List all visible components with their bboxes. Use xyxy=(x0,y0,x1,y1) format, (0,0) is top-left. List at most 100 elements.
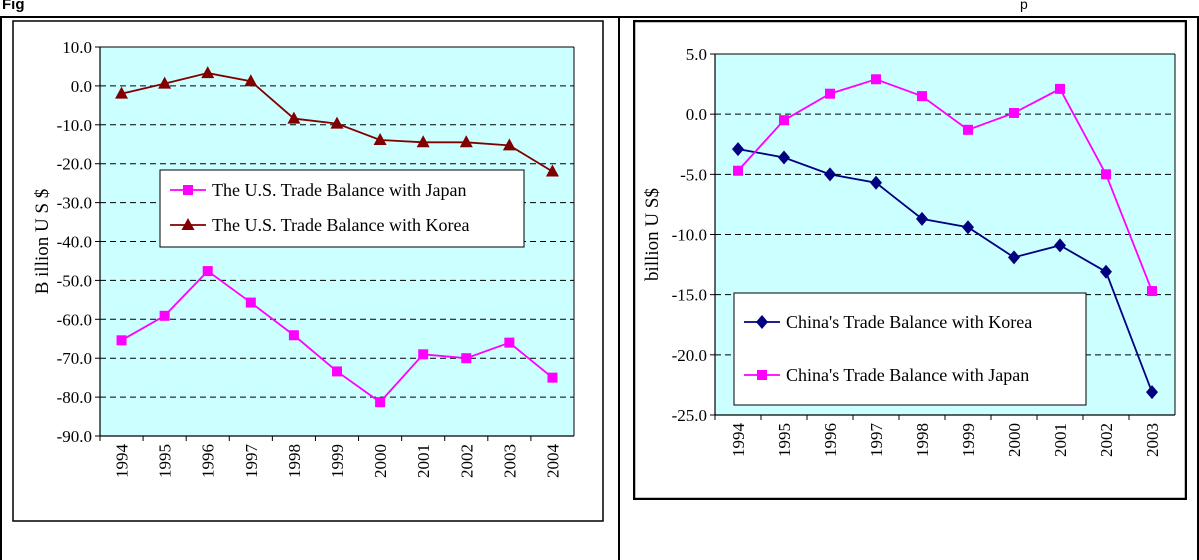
x-tick-label: 1996 xyxy=(199,444,218,478)
data-point xyxy=(502,138,516,151)
series-line xyxy=(737,148,1153,393)
frame-left xyxy=(0,16,2,560)
data-point xyxy=(870,175,882,190)
x-tick-label: 1998 xyxy=(285,444,304,478)
x-tick-label: 2001 xyxy=(414,444,433,478)
frame-top xyxy=(0,16,1199,18)
x-tick-label: 1995 xyxy=(775,423,794,457)
x-tick-label: 1994 xyxy=(729,423,748,458)
y-tick-label: 10.0 xyxy=(62,38,92,57)
data-point xyxy=(963,124,973,135)
y-tick-label: -10.0 xyxy=(57,116,92,135)
x-tick-label: 2000 xyxy=(1005,423,1024,457)
data-point xyxy=(245,297,256,308)
data-point xyxy=(962,220,974,235)
x-tick-label: 1994 xyxy=(113,444,132,479)
data-point xyxy=(287,111,301,124)
data-point xyxy=(459,135,473,148)
y-tick-label: -25.0 xyxy=(672,406,707,425)
y-tick-label: 0.0 xyxy=(686,105,707,124)
x-tick-label: 1996 xyxy=(821,423,840,457)
frame-divider xyxy=(618,16,620,560)
data-point xyxy=(871,74,881,85)
figure-label: Fig xyxy=(2,0,25,13)
data-point xyxy=(778,150,790,165)
data-point xyxy=(375,397,386,408)
data-point xyxy=(917,91,927,102)
data-point xyxy=(1100,264,1112,279)
x-tick-label: 1999 xyxy=(959,423,978,457)
data-point xyxy=(332,366,342,377)
legend-box xyxy=(733,292,1087,406)
data-point xyxy=(916,211,928,226)
legend-label: The U.S. Trade Balance with Japan xyxy=(212,180,466,200)
y-tick-label: 0.0 xyxy=(71,77,92,96)
data-point xyxy=(825,88,835,99)
data-point xyxy=(1101,169,1111,180)
data-point xyxy=(504,337,515,348)
us-trade-balance-chart: 10.0 0.0 -10.0 -20.0 -30.0 -40.0 -50.0 -60.0 -70… xyxy=(12,20,604,522)
data-point xyxy=(1009,107,1019,118)
y-tick-label: -80.0 xyxy=(57,388,92,407)
y-tick-label: -10.0 xyxy=(672,226,707,245)
y-tick-label: -70.0 xyxy=(57,349,92,368)
x-tick-label: 1999 xyxy=(328,444,347,478)
y-tick-label: -20.0 xyxy=(672,346,707,365)
y-tick-label: 5.0 xyxy=(686,45,707,64)
legend-label: China's Trade Balance with Japan xyxy=(786,365,1029,385)
legend-marker xyxy=(181,218,195,230)
china-trade-balance-chart: 5.0 0.0 -5.0 -10.0 -15.0 -20.0 -25.0 1994 1995 19… xyxy=(633,20,1187,500)
series-line xyxy=(737,78,1153,292)
y-axis-title: B illion U S $ xyxy=(32,189,53,295)
frame-right xyxy=(1197,16,1199,560)
y-tick-label: -40.0 xyxy=(57,233,92,252)
data-point xyxy=(1146,385,1158,400)
legend-label: The U.S. Trade Balance with Korea xyxy=(212,215,469,235)
x-tick-label: 1995 xyxy=(156,444,175,478)
legend-marker xyxy=(757,370,767,380)
x-tick-label: 1997 xyxy=(867,423,886,458)
y-axis-title: billion U S$ xyxy=(642,188,663,281)
data-point xyxy=(416,135,430,148)
x-tick-label: 2004 xyxy=(543,444,562,479)
data-point xyxy=(732,142,744,157)
legend-marker xyxy=(183,185,193,195)
data-point xyxy=(824,167,836,182)
legend-box xyxy=(159,169,525,248)
x-tick-label: 2002 xyxy=(1097,423,1116,457)
data-point xyxy=(547,372,558,383)
y-tick-label: -15.0 xyxy=(672,286,707,305)
data-point xyxy=(244,74,258,87)
data-point xyxy=(1008,250,1020,265)
data-point xyxy=(158,76,172,89)
data-point xyxy=(545,164,559,177)
data-point xyxy=(330,116,344,129)
data-point xyxy=(288,330,299,341)
x-tick-label: 2000 xyxy=(371,444,390,478)
data-point xyxy=(159,310,170,321)
x-tick-label: 2003 xyxy=(1143,423,1162,457)
y-tick-label: -20.0 xyxy=(57,155,92,174)
figure-caption-fragment: p xyxy=(1020,0,1028,12)
data-point xyxy=(1147,286,1157,297)
data-point xyxy=(116,335,127,346)
legend-label: China's Trade Balance with Korea xyxy=(786,312,1032,332)
y-tick-label: -60.0 xyxy=(57,310,92,329)
legend-marker xyxy=(756,315,768,329)
data-point xyxy=(1055,83,1065,94)
data-point xyxy=(418,349,429,360)
data-point xyxy=(201,66,215,79)
data-point xyxy=(779,115,789,126)
x-tick-label: 2003 xyxy=(500,444,519,478)
y-tick-label: -50.0 xyxy=(57,271,92,290)
x-tick-label: 1998 xyxy=(913,423,932,457)
data-point xyxy=(1054,238,1066,253)
data-point xyxy=(373,132,387,145)
x-tick-label: 2001 xyxy=(1051,423,1070,457)
y-tick-label: -5.0 xyxy=(680,165,707,184)
data-point xyxy=(733,165,743,176)
y-tick-label: -30.0 xyxy=(57,194,92,213)
x-tick-label: 1997 xyxy=(242,444,261,479)
data-point xyxy=(461,353,472,364)
y-tick-label: -90.0 xyxy=(57,427,92,446)
